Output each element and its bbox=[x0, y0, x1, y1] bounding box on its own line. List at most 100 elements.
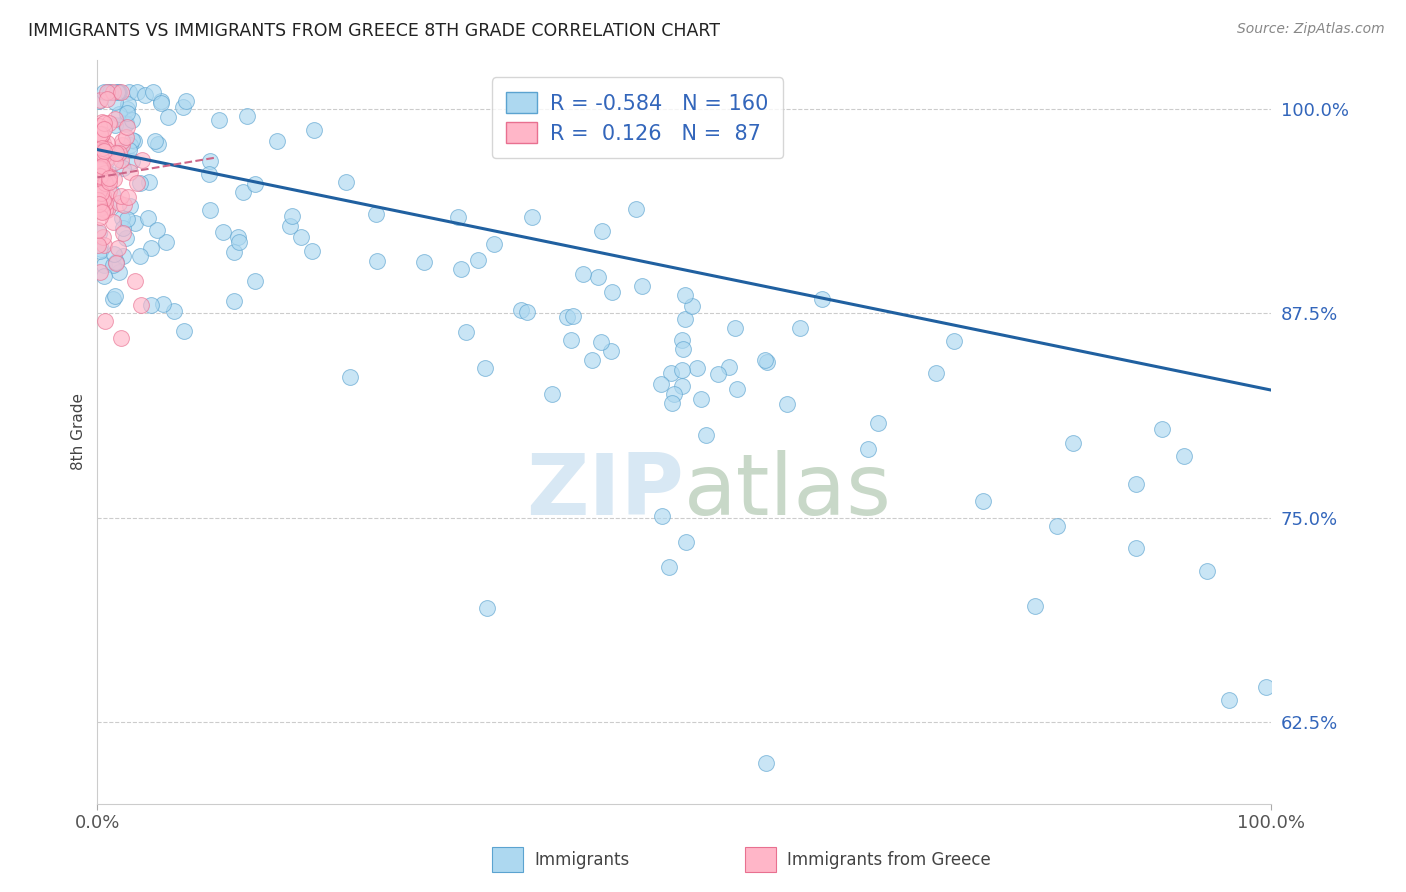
Point bbox=[591, 224, 613, 238]
Point bbox=[112, 161, 135, 176]
Point bbox=[97, 175, 120, 189]
Point bbox=[198, 202, 221, 217]
Text: Source: ZipAtlas.com: Source: ZipAtlas.com bbox=[1237, 22, 1385, 37]
Point bbox=[96, 151, 118, 165]
Point bbox=[115, 102, 138, 116]
Point bbox=[114, 116, 136, 130]
Point bbox=[866, 416, 889, 430]
Point bbox=[142, 85, 165, 99]
Point bbox=[89, 169, 111, 184]
Point bbox=[91, 136, 114, 150]
Point bbox=[87, 185, 110, 199]
Point bbox=[631, 279, 654, 293]
Point bbox=[600, 285, 623, 299]
Point bbox=[335, 175, 357, 189]
Point bbox=[117, 97, 139, 112]
Point bbox=[450, 262, 472, 277]
Point bbox=[91, 194, 114, 208]
Point bbox=[675, 535, 697, 549]
Point bbox=[96, 202, 118, 217]
Point bbox=[672, 342, 695, 356]
Point bbox=[89, 210, 111, 224]
Point bbox=[138, 175, 160, 189]
Point bbox=[673, 312, 696, 326]
Point bbox=[560, 334, 582, 348]
Point bbox=[103, 172, 125, 186]
Point bbox=[467, 253, 489, 268]
Point bbox=[94, 196, 117, 211]
Point bbox=[124, 275, 146, 289]
Point bbox=[94, 142, 117, 156]
Point bbox=[89, 162, 111, 177]
Point bbox=[776, 396, 799, 410]
Point bbox=[93, 314, 115, 328]
Point bbox=[96, 92, 118, 106]
Point bbox=[101, 85, 124, 99]
Point bbox=[89, 128, 111, 142]
Point bbox=[139, 241, 162, 255]
Point bbox=[555, 310, 578, 324]
Point bbox=[972, 494, 994, 508]
Point bbox=[107, 241, 129, 255]
Point bbox=[1254, 680, 1277, 694]
Point bbox=[90, 149, 112, 163]
Point bbox=[90, 115, 112, 129]
Point bbox=[671, 379, 693, 393]
Point bbox=[93, 148, 115, 162]
Point bbox=[1046, 519, 1069, 533]
Point bbox=[661, 396, 683, 410]
Point bbox=[89, 158, 111, 172]
Point bbox=[110, 85, 132, 99]
Point bbox=[581, 352, 603, 367]
Point bbox=[103, 112, 125, 127]
Point bbox=[96, 188, 118, 202]
Point bbox=[87, 94, 110, 108]
Point bbox=[172, 100, 194, 114]
Point bbox=[91, 230, 114, 244]
Point bbox=[101, 258, 124, 272]
Point bbox=[107, 85, 129, 99]
Point bbox=[104, 289, 127, 303]
Point bbox=[364, 207, 387, 221]
Point bbox=[671, 363, 693, 377]
Point bbox=[127, 176, 149, 190]
Point bbox=[111, 249, 134, 263]
Point bbox=[124, 216, 146, 230]
Point bbox=[93, 238, 115, 252]
Point bbox=[706, 367, 728, 381]
Text: Immigrants: Immigrants bbox=[534, 851, 630, 869]
Point bbox=[110, 153, 132, 168]
Point bbox=[226, 229, 249, 244]
Point bbox=[87, 130, 110, 145]
Point bbox=[98, 116, 121, 130]
Point bbox=[146, 136, 169, 151]
Point bbox=[90, 170, 112, 185]
Point bbox=[115, 120, 138, 134]
Point bbox=[98, 167, 121, 181]
Point bbox=[717, 359, 740, 374]
Point bbox=[89, 161, 111, 176]
Point bbox=[129, 249, 152, 263]
Point bbox=[1024, 599, 1046, 614]
Point bbox=[136, 211, 159, 226]
Point bbox=[624, 202, 647, 216]
Y-axis label: 8th Grade: 8th Grade bbox=[72, 393, 86, 470]
Point bbox=[108, 146, 131, 161]
Point bbox=[724, 321, 747, 335]
Point bbox=[122, 134, 145, 148]
Point bbox=[1125, 476, 1147, 491]
Point bbox=[103, 247, 125, 261]
Point bbox=[943, 334, 966, 348]
Point bbox=[93, 85, 115, 99]
Point bbox=[572, 268, 595, 282]
Point bbox=[208, 113, 231, 128]
Point bbox=[117, 212, 139, 227]
Point bbox=[228, 235, 250, 250]
Point bbox=[157, 110, 180, 124]
Point bbox=[198, 154, 221, 169]
Point bbox=[591, 334, 613, 349]
Legend: R = -0.584   N = 160, R =  0.126   N =  87: R = -0.584 N = 160, R = 0.126 N = 87 bbox=[492, 78, 783, 159]
Point bbox=[94, 202, 117, 217]
Point bbox=[104, 146, 127, 161]
Point bbox=[111, 134, 134, 148]
